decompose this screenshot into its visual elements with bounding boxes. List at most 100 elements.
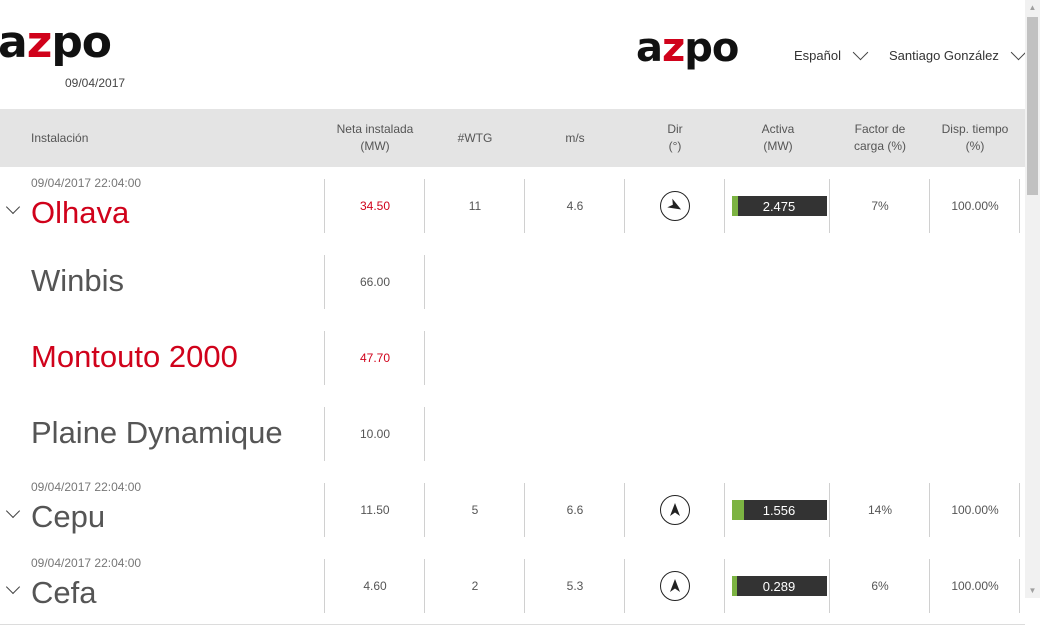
wind-speed-value: 6.6	[566, 503, 584, 517]
divider	[324, 407, 325, 461]
user-name: Santiago González	[889, 48, 999, 63]
azpo-logo-secondary: azpo	[636, 25, 739, 71]
divider	[424, 559, 425, 613]
divider	[324, 559, 325, 613]
col-wtg[interactable]: #WTG	[457, 130, 493, 145]
active-power-value: 2.475	[762, 198, 796, 214]
divider	[324, 483, 325, 537]
col-active[interactable]: Activa (MW)	[728, 109, 828, 167]
logo-bolt: z	[662, 25, 685, 71]
language-selector[interactable]: Español	[794, 44, 869, 63]
active-power-value: 0.289	[762, 578, 796, 594]
active-power-cell: 1.556	[729, 483, 829, 537]
active-power-value: 1.556	[762, 502, 796, 518]
table-row[interactable]: 09/04/2017 22:04:00 Cepu 11.50 5 6.6 1.5…	[0, 472, 1025, 549]
table-row[interactable]: Plaine Dynamique 10.00	[0, 396, 1025, 473]
divider	[724, 483, 725, 537]
divider	[1019, 179, 1020, 233]
divider	[324, 179, 325, 233]
divider	[829, 179, 830, 233]
installation-name[interactable]: Olhava	[31, 195, 130, 230]
chevron-down-icon	[852, 44, 869, 61]
wtg-value: 2	[471, 579, 479, 593]
chevron-down-icon[interactable]	[5, 199, 21, 215]
availability-value: 100.00%	[951, 199, 999, 213]
scroll-up-arrow-icon[interactable]: ▲	[1028, 3, 1037, 12]
divider	[524, 179, 525, 233]
col-load-factor[interactable]: Factor de carga (%)	[830, 109, 930, 167]
table-row[interactable]: Montouto 2000 47.70	[0, 320, 1025, 397]
chevron-down-icon[interactable]	[5, 579, 21, 595]
active-power-bar: 2.475	[731, 196, 827, 216]
table-row[interactable]: 09/04/2017 22:04:00 Cefa 4.60 2 5.3 0.28…	[0, 548, 1025, 625]
divider	[829, 559, 830, 613]
wtg-value: 5	[471, 503, 479, 517]
col-avail-label: Disp. tiempo	[941, 122, 1009, 136]
col-speed[interactable]: m/s	[565, 130, 585, 145]
installation-name[interactable]: Winbis	[31, 263, 125, 298]
col-net-unit: (MW)	[360, 139, 390, 153]
col-installation[interactable]: Instalación	[31, 130, 89, 145]
active-power-fill	[731, 196, 739, 216]
table-row[interactable]: Winbis 66.00	[0, 244, 1025, 321]
col-net-installed[interactable]: Neta instalada (MW)	[325, 109, 425, 167]
row-timestamp: 09/04/2017 22:04:00	[31, 176, 142, 190]
vertical-scrollbar[interactable]: ▲ ▼	[1025, 0, 1040, 598]
divider	[724, 179, 725, 233]
chevron-down-icon	[1010, 44, 1027, 61]
active-power-fill	[731, 500, 745, 520]
net-installed-value: 10.00	[359, 427, 391, 441]
net-installed-value: 34.50	[359, 199, 391, 213]
logo-text: a	[636, 25, 663, 71]
divider	[324, 331, 325, 385]
divider	[424, 407, 425, 461]
divider	[929, 179, 930, 233]
col-dir-label: Dir	[667, 122, 683, 136]
col-direction[interactable]: Dir (°)	[625, 109, 725, 167]
net-installed-value: 66.00	[359, 275, 391, 289]
direction-cell	[625, 483, 725, 537]
divider	[424, 483, 425, 537]
load-factor-value: 14%	[867, 503, 893, 517]
load-factor-value: 7%	[871, 199, 889, 213]
active-power-bar: 0.289	[731, 576, 827, 596]
wtg-value: 11	[468, 199, 482, 213]
logo-text: po	[684, 25, 739, 71]
divider	[324, 255, 325, 309]
divider	[929, 559, 930, 613]
user-menu[interactable]: Santiago González	[889, 44, 1027, 63]
active-power-cell: 2.475	[729, 179, 829, 233]
active-power-bar: 1.556	[731, 500, 827, 520]
divider	[424, 255, 425, 309]
divider	[524, 559, 525, 613]
report-date: 09/04/2017	[65, 76, 126, 90]
divider	[424, 331, 425, 385]
net-installed-value: 47.70	[359, 351, 391, 365]
scrollbar-thumb[interactable]	[1027, 17, 1038, 195]
language-label: Español	[794, 48, 841, 63]
col-load-label: Factor de	[854, 122, 906, 136]
col-active-label: Activa	[761, 122, 795, 136]
net-installed-value: 11.50	[360, 503, 390, 517]
chevron-down-icon[interactable]	[5, 503, 21, 519]
logo-text: a	[0, 17, 28, 68]
installation-name[interactable]: Cepu	[31, 499, 106, 534]
table-row[interactable]: 09/04/2017 22:04:00 Olhava 34.50 11 4.6 …	[0, 168, 1025, 245]
scroll-down-arrow-icon[interactable]: ▼	[1028, 586, 1037, 595]
compass-arrow-icon	[660, 191, 690, 221]
col-avail-unit: (%)	[965, 139, 985, 153]
active-power-cell: 0.289	[729, 559, 829, 613]
azpo-logo[interactable]: azpo	[0, 17, 112, 68]
row-timestamp: 09/04/2017 22:04:00	[31, 480, 142, 494]
compass-arrow-icon	[660, 495, 690, 525]
installation-name[interactable]: Montouto 2000	[31, 339, 238, 374]
col-availability[interactable]: Disp. tiempo (%)	[927, 109, 1023, 167]
installation-name[interactable]: Plaine Dynamique	[31, 415, 283, 450]
direction-cell	[625, 559, 725, 613]
logo-text: po	[51, 17, 112, 68]
installation-name[interactable]: Cefa	[31, 575, 97, 610]
divider	[424, 179, 425, 233]
divider	[724, 559, 725, 613]
wind-speed-value: 5.3	[566, 579, 584, 593]
divider	[524, 483, 525, 537]
